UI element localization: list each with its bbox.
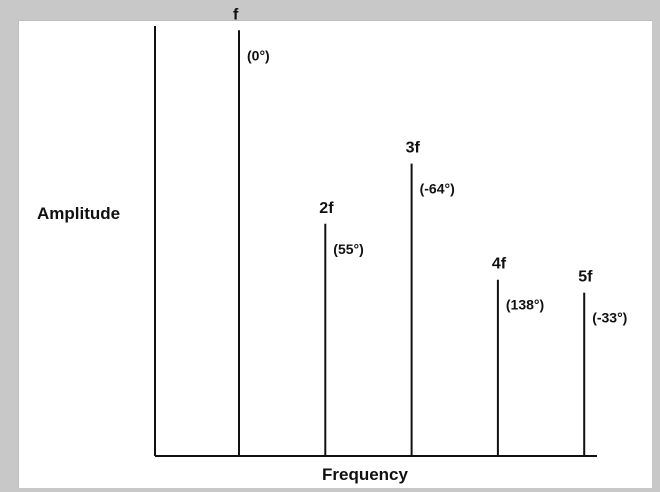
harmonic-label: 5f (578, 269, 593, 286)
spectral-lines: f (0°) 2f (55°) 3f (-64°) 4f (138°) 5f (-33°) (233, 6, 627, 456)
harmonic-label: 3f (406, 140, 421, 157)
harmonic-label: 4f (492, 256, 507, 273)
y-axis-label: Amplitude (37, 204, 120, 223)
phase-label: (55°) (333, 241, 364, 257)
phase-label: (0°) (247, 47, 270, 63)
phase-label: (-64°) (420, 181, 455, 197)
harmonic-label: f (233, 6, 239, 23)
phase-label: (138°) (506, 297, 544, 313)
chart-panel (18, 20, 652, 488)
x-axis-label: Frequency (322, 465, 409, 484)
phase-label: (-33°) (592, 310, 627, 326)
harmonic-label: 2f (319, 200, 334, 217)
